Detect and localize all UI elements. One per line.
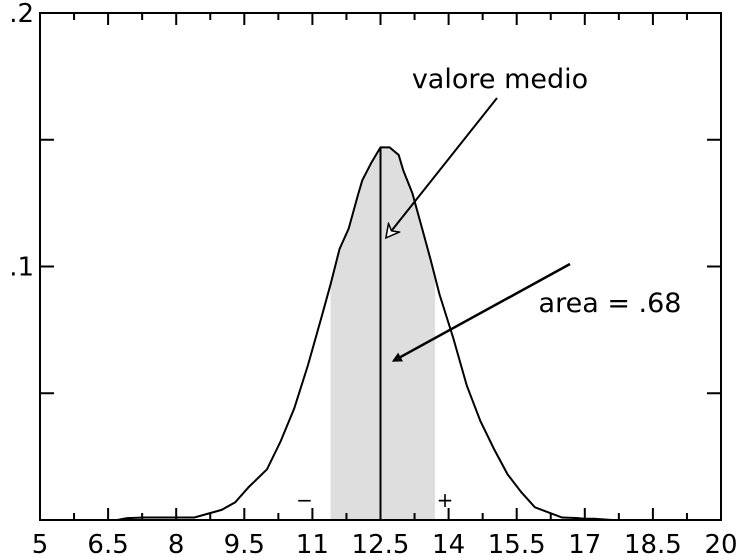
annotation-area-arrow [391,262,571,362]
x-tick-label: 14 [432,530,465,560]
minus-sign: − [296,488,313,512]
x-tick-label: 17 [568,530,601,560]
shaded-area-region [330,147,435,521]
distribution-curve [40,146,721,521]
x-tick-label: 15.5 [488,530,546,560]
x-tick-label: 18.5 [624,530,682,560]
x-tick-label: 12.5 [352,530,410,560]
x-tick-label: 20 [704,530,737,560]
y-tick-label: .1 [9,253,34,283]
x-tick-label: 8 [168,530,185,560]
x-tick-label: 6.5 [87,530,128,560]
annotation-mean-label: valore medio [412,64,588,95]
x-tick-label: 11 [296,530,329,560]
x-tick-label: 5 [32,530,49,560]
x-tick-label: 9.5 [224,530,265,560]
annotation-mean-arrow [387,97,498,237]
y-tick-label: .2 [9,0,34,29]
annotation-area-label: area = .68 [539,288,682,319]
plus-sign: + [437,488,454,512]
